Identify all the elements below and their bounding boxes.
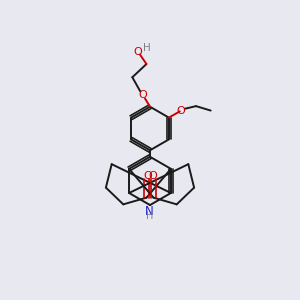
Text: H: H [142,43,150,53]
Text: H: H [146,211,153,221]
Text: O: O [138,90,147,100]
Text: O: O [148,171,157,181]
Text: N: N [145,205,154,218]
Text: O: O [133,47,142,57]
Text: O: O [177,106,186,116]
Text: O: O [143,171,152,181]
